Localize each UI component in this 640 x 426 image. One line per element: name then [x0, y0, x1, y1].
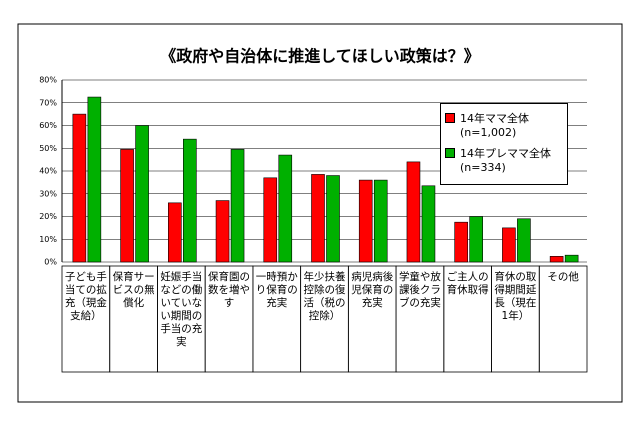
bar — [421, 185, 436, 263]
bar — [502, 227, 516, 263]
x-tick-label: 学童や放課後クラブの充実 — [398, 271, 441, 309]
y-tick-label: 80% — [39, 76, 57, 85]
bar — [469, 216, 483, 263]
bar — [549, 256, 564, 263]
frame — [17, 23, 623, 403]
bar — [230, 149, 245, 263]
x-tick-label: 一時預かり保育の充実 — [255, 271, 298, 309]
bar — [564, 254, 579, 263]
y-tick-label: 0% — [44, 258, 57, 267]
legend: 14年ママ全体 (n=1,002) 14年プレママ全体 (n=334) — [440, 103, 568, 185]
y-tick-label: 70% — [39, 98, 57, 107]
legend-swatch — [445, 113, 455, 123]
bar — [135, 125, 149, 263]
x-tick-label: 年少扶養控除の復活（税の控除） — [303, 271, 346, 322]
legend-swatch — [445, 148, 455, 158]
x-tick-label: ご主人の育休取得 — [446, 271, 489, 296]
x-tick-label: 病児病後児保育の充実 — [351, 271, 394, 309]
bar — [373, 179, 388, 263]
legend-label: 14年ママ全体 (n=1,002) — [460, 112, 529, 139]
bar — [168, 202, 182, 263]
chart-title: 《政府や自治体に推進してほしい政策は？》 — [160, 47, 480, 66]
y-tick-label: 50% — [39, 144, 57, 153]
bar — [454, 221, 468, 263]
bar — [406, 161, 421, 263]
y-tick-label: 20% — [39, 212, 57, 221]
x-tick-label: その他 — [547, 271, 579, 283]
bar — [263, 177, 278, 263]
bar — [72, 113, 87, 263]
category-cell — [538, 265, 588, 373]
bar — [120, 149, 134, 263]
bar — [183, 138, 197, 263]
bar — [326, 175, 340, 263]
legend-label: 14年プレママ全体 (n=334) — [460, 147, 551, 174]
legend-item: 14年プレママ全体 (n=334) — [445, 145, 563, 174]
y-tick-label: 10% — [39, 235, 57, 244]
x-tick-label: 保育サービスの無償化 — [112, 271, 155, 309]
bar — [215, 200, 230, 263]
y-tick-label: 40% — [39, 167, 57, 176]
bar — [358, 179, 373, 263]
x-tick-label: 妊娠手当などの働いていない期間の手当の充実 — [160, 271, 203, 348]
bar — [87, 96, 102, 263]
bar — [278, 154, 293, 263]
bar — [517, 218, 531, 263]
y-tick-label: 60% — [39, 121, 57, 130]
bar — [311, 174, 325, 263]
x-tick-label: 保育園の数を増やす — [208, 271, 251, 309]
x-tick-label: 育休の取得期間延長（現在1年） — [494, 271, 537, 322]
y-tick-label: 30% — [39, 189, 57, 198]
legend-item: 14年ママ全体 (n=1,002) — [445, 110, 563, 139]
x-tick-label: 子ども手当ての拡充（現金支給） — [64, 271, 107, 322]
